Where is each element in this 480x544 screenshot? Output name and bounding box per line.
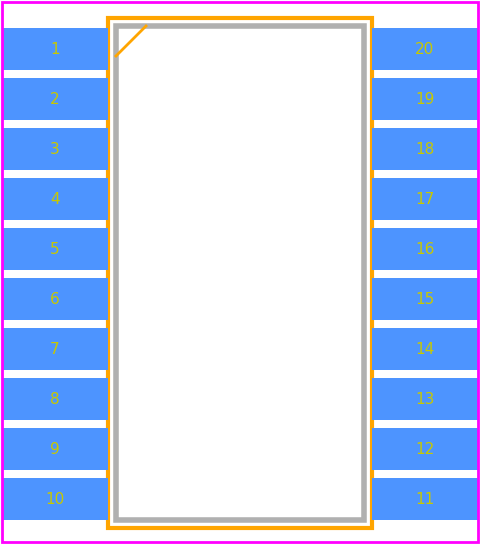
Text: 19: 19 (415, 91, 435, 107)
Text: 10: 10 (46, 491, 65, 506)
Bar (108, 18, 372, 528)
Bar (116, 26, 364, 520)
Bar (372, 128, 478, 170)
Bar (2, 78, 108, 120)
Text: 8: 8 (50, 392, 60, 406)
Text: 17: 17 (415, 191, 434, 207)
Text: 4: 4 (50, 191, 60, 207)
Bar (372, 378, 478, 420)
Text: 18: 18 (415, 141, 434, 157)
Bar (2, 178, 108, 220)
Bar (372, 328, 478, 370)
Text: 20: 20 (415, 41, 434, 57)
Bar (2, 228, 108, 270)
Text: 13: 13 (415, 392, 435, 406)
Bar (372, 228, 478, 270)
Bar (372, 428, 478, 470)
Text: 9: 9 (50, 442, 60, 456)
Text: 7: 7 (50, 342, 60, 356)
Text: 16: 16 (415, 242, 435, 257)
Bar (372, 78, 478, 120)
Text: 15: 15 (415, 292, 434, 306)
Bar (372, 28, 478, 70)
Text: 6: 6 (50, 292, 60, 306)
Text: 2: 2 (50, 91, 60, 107)
Text: 5: 5 (50, 242, 60, 257)
Bar (2, 278, 108, 320)
Text: 3: 3 (50, 141, 60, 157)
Text: 12: 12 (415, 442, 434, 456)
Bar (2, 378, 108, 420)
Text: 1: 1 (50, 41, 60, 57)
Bar (2, 128, 108, 170)
Bar (2, 478, 108, 520)
Bar (2, 328, 108, 370)
Bar (2, 428, 108, 470)
Bar (372, 178, 478, 220)
Text: 14: 14 (415, 342, 434, 356)
Bar (372, 478, 478, 520)
Text: 11: 11 (415, 491, 434, 506)
Bar (2, 28, 108, 70)
Bar (372, 278, 478, 320)
